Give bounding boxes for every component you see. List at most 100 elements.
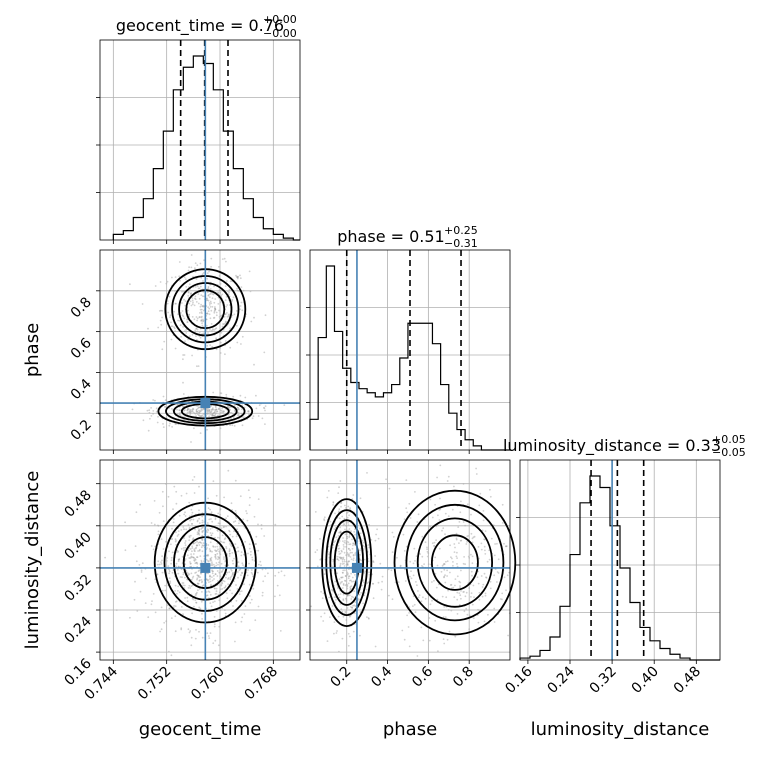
sample-point [214, 406, 217, 409]
sample-point [178, 275, 181, 278]
sample-point [410, 577, 413, 580]
ytick-label-phase: 0.8 [68, 294, 95, 321]
sample-point [214, 307, 217, 310]
sample-point [435, 539, 437, 542]
sample-point [174, 538, 177, 541]
sample-point [465, 543, 468, 545]
sample-point [133, 598, 136, 601]
sample-point [206, 408, 208, 411]
sample-point [232, 572, 234, 574]
sample-point [359, 611, 362, 613]
sample-point [152, 410, 155, 412]
sample-point [178, 558, 180, 561]
sample-point [210, 413, 213, 416]
sample-point [361, 584, 364, 587]
sample-point [413, 603, 416, 606]
sample-point [232, 395, 235, 398]
sample-point [505, 545, 508, 547]
sample-point [258, 404, 261, 407]
sample-point [178, 261, 181, 263]
sample-point [341, 558, 344, 561]
sample-point [360, 559, 363, 562]
sample-point [234, 621, 237, 624]
sample-point [247, 410, 249, 413]
sample-point [189, 587, 192, 589]
sample-point [209, 632, 212, 634]
sample-point [188, 584, 191, 587]
sample-point [352, 554, 355, 557]
sample-point [220, 571, 223, 573]
sample-point [157, 530, 160, 533]
sample-point [248, 595, 251, 597]
sample-point [212, 407, 214, 409]
sample-point [462, 591, 465, 593]
sample-point [387, 568, 390, 571]
sample-point [217, 556, 220, 558]
sample-point [481, 595, 484, 598]
sample-point [260, 524, 263, 526]
sample-point [217, 593, 220, 596]
sample-point [344, 610, 347, 613]
sample-point [224, 559, 227, 562]
sample-point [191, 556, 194, 559]
sample-point [195, 592, 198, 595]
sample-point [342, 556, 345, 559]
sample-point [336, 558, 339, 561]
sample-point [323, 519, 326, 522]
sample-point [206, 272, 209, 274]
sample-point [403, 518, 406, 520]
sample-point [446, 569, 448, 572]
sample-point [149, 417, 151, 420]
sample-point [229, 543, 232, 545]
sample-point [173, 605, 176, 607]
sample-point [473, 596, 475, 599]
sample-point [170, 562, 173, 565]
sample-point [374, 539, 377, 542]
sample-point [210, 411, 212, 414]
sample-point [322, 620, 325, 622]
sample-point [184, 544, 187, 547]
sample-point [442, 638, 445, 640]
sample-point [229, 327, 232, 330]
sample-point [350, 585, 353, 588]
sample-point [348, 568, 350, 571]
sample-point [223, 525, 226, 528]
sample-point [198, 316, 201, 319]
sample-point [234, 520, 237, 523]
sample-point [454, 546, 456, 549]
sample-point [349, 606, 352, 608]
sample-point [332, 565, 334, 568]
sample-point [192, 598, 195, 601]
sample-point [192, 553, 195, 555]
sample-point [385, 478, 387, 481]
sample-point [182, 326, 185, 328]
sample-point [231, 535, 234, 538]
sample-point [501, 522, 504, 524]
sample-point [255, 535, 258, 538]
sample-point [197, 287, 200, 290]
sample-point [240, 343, 242, 345]
sample-point [250, 571, 253, 574]
sample-point [261, 417, 264, 420]
sample-point [152, 548, 155, 551]
sample-point [151, 600, 153, 602]
sample-point [214, 546, 217, 548]
sample-point [415, 581, 417, 583]
sample-point [470, 592, 473, 594]
sample-point [191, 511, 194, 514]
sample-point [347, 555, 350, 557]
sample-point [328, 596, 330, 599]
sample-point [215, 314, 218, 317]
sample-point [213, 311, 216, 314]
sample-point [344, 540, 346, 542]
sample-point [170, 654, 173, 657]
sample-point [328, 553, 330, 555]
sample-point [459, 581, 462, 584]
sample-point [194, 594, 197, 597]
sample-point [255, 394, 257, 397]
sample-point [218, 414, 220, 417]
sample-point [206, 312, 209, 315]
sample-point [201, 636, 204, 639]
sample-point [388, 594, 390, 597]
sample-point [150, 415, 153, 417]
